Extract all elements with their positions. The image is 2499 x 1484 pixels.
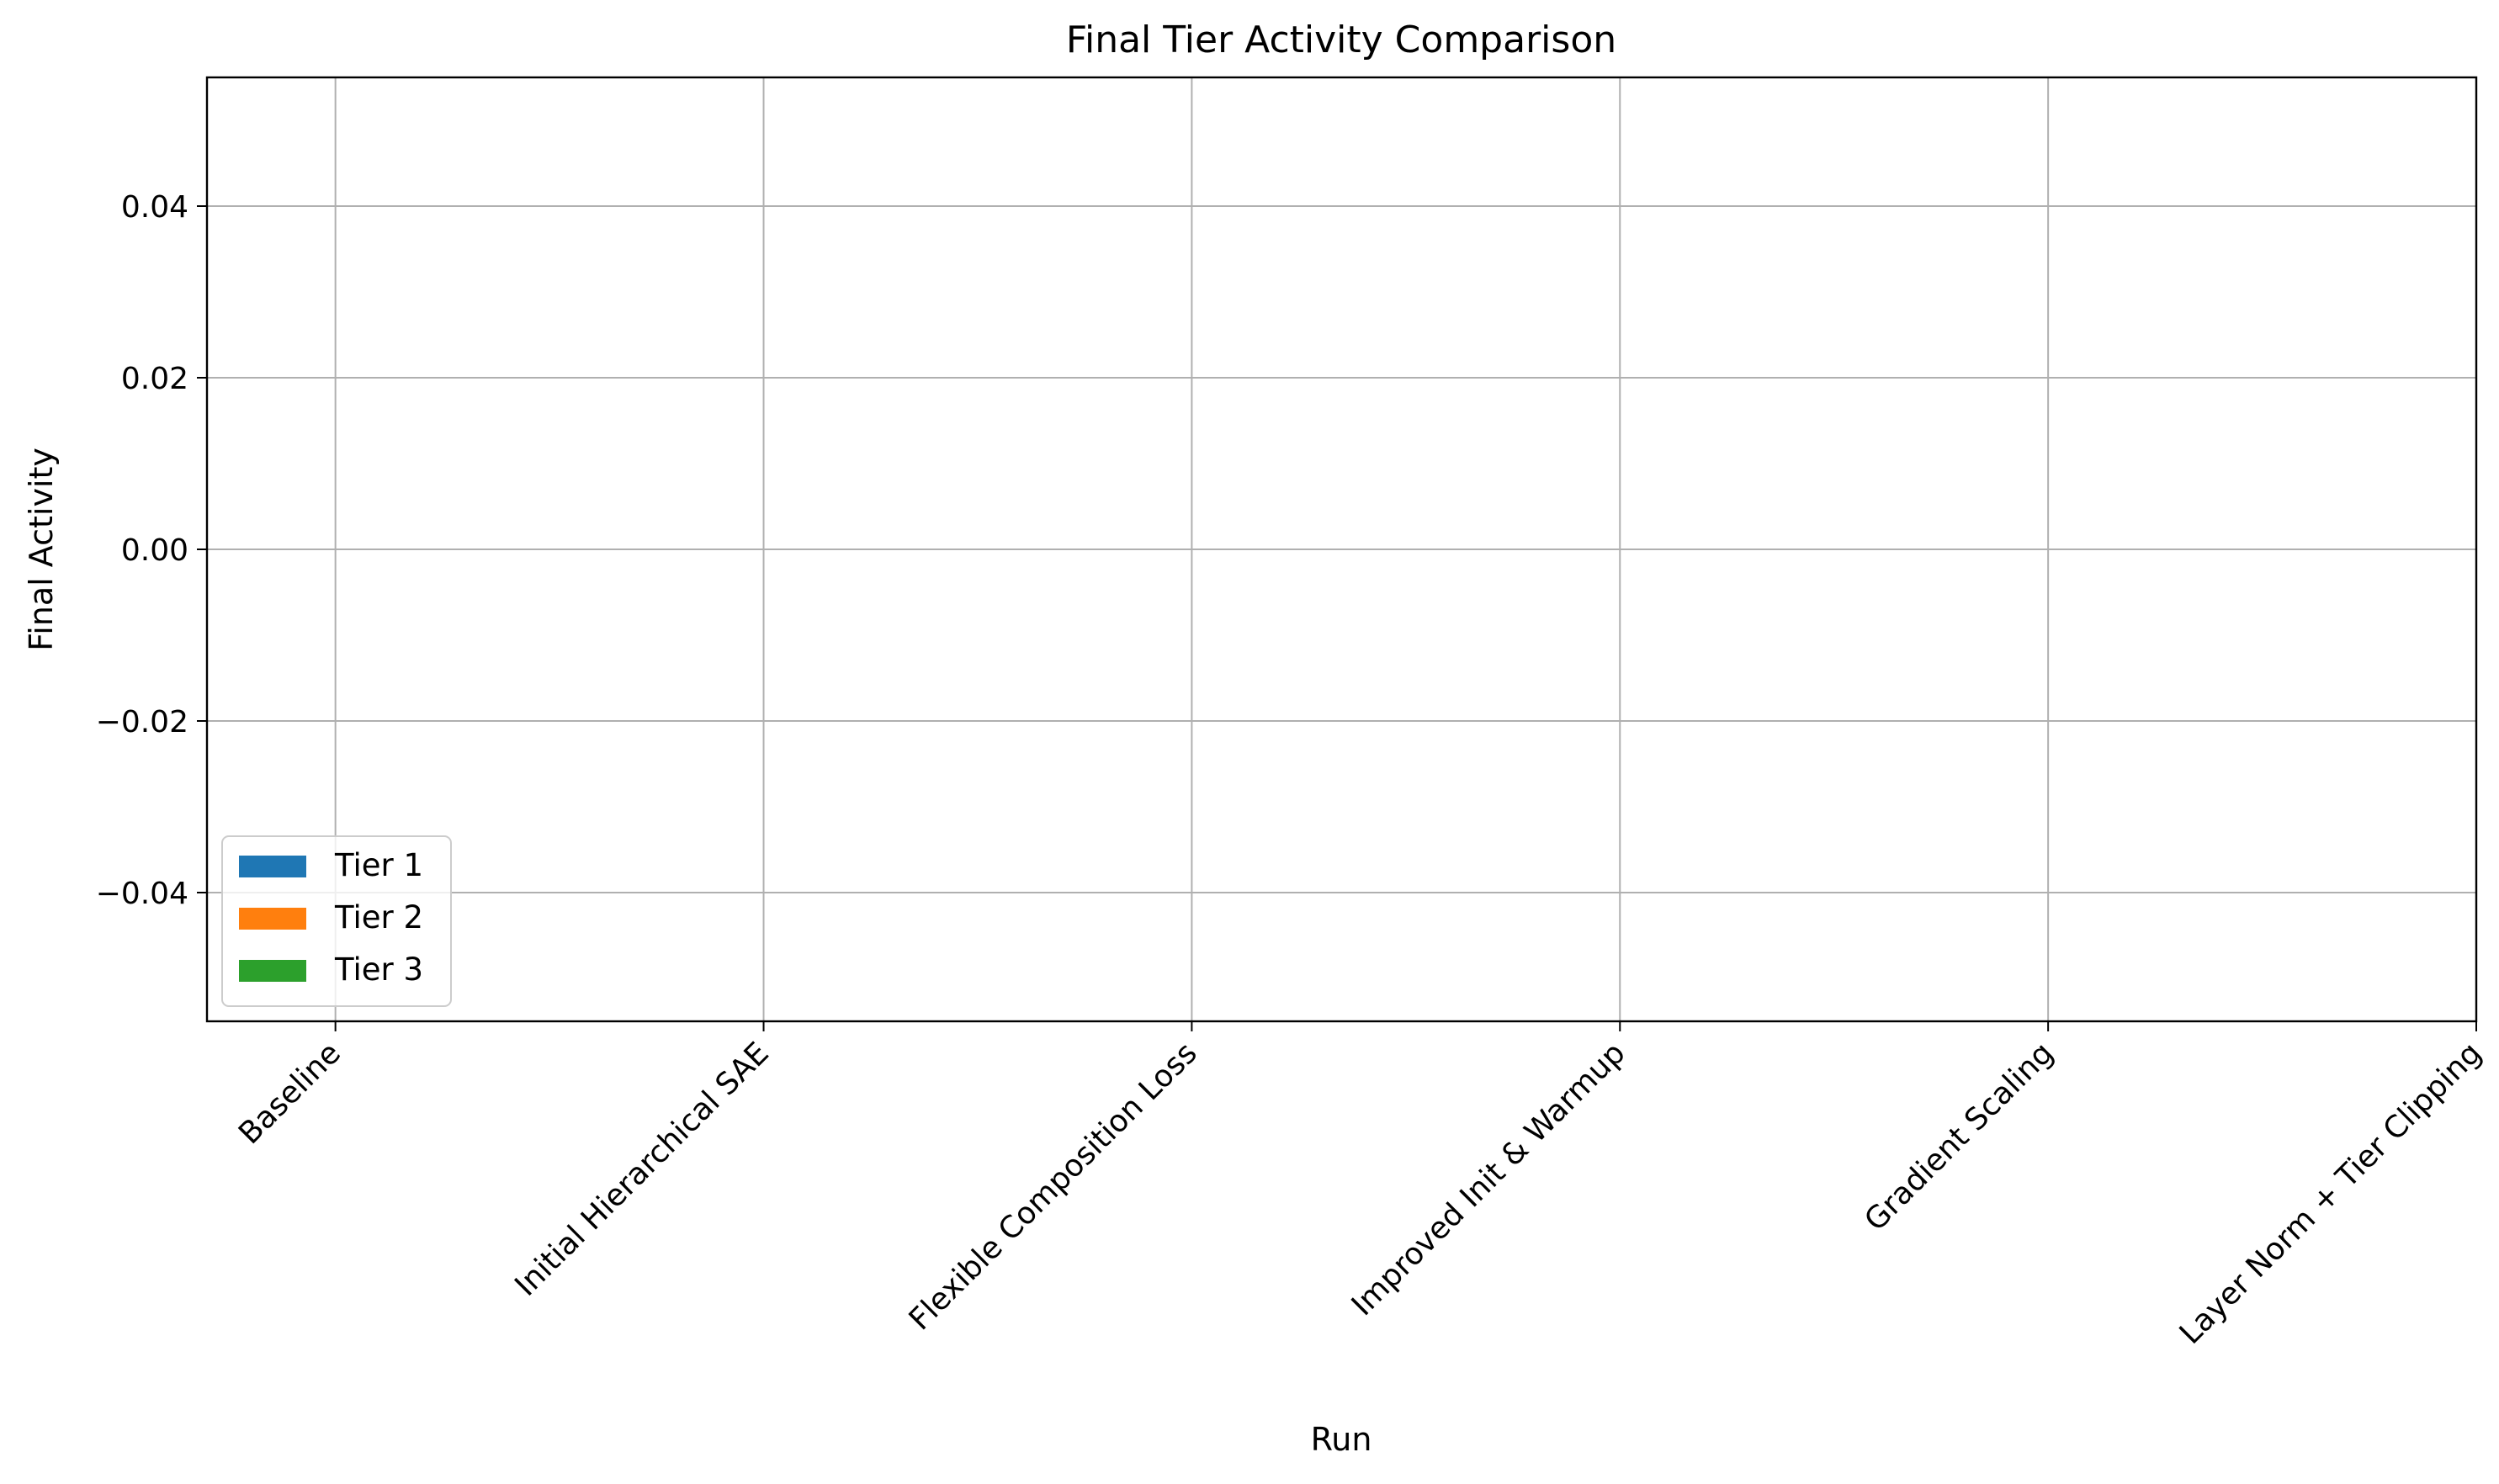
y-tick-label: 0.02 [121,362,188,396]
y-axis-label: Final Activity [23,448,60,651]
legend-swatch [239,856,306,877]
y-tick-label: −0.04 [96,877,188,911]
legend-label: Tier 2 [334,899,423,935]
legend-label: Tier 1 [334,847,423,883]
legend-swatch [239,960,306,982]
y-axis-ticks: −0.04 −0.02 0.00 0.02 0.04 [96,190,207,911]
legend-label: Tier 3 [334,951,423,988]
x-axis-label: Run [1311,1421,1372,1458]
legend: Tier 1 Tier 2 Tier 3 [221,835,452,1007]
chart-title: Final Tier Activity Comparison [1066,19,1616,61]
y-tick-label: −0.02 [96,705,188,739]
y-tick-label: 0.00 [121,533,188,568]
legend-swatch [239,908,306,930]
y-tick-label: 0.04 [121,190,188,225]
